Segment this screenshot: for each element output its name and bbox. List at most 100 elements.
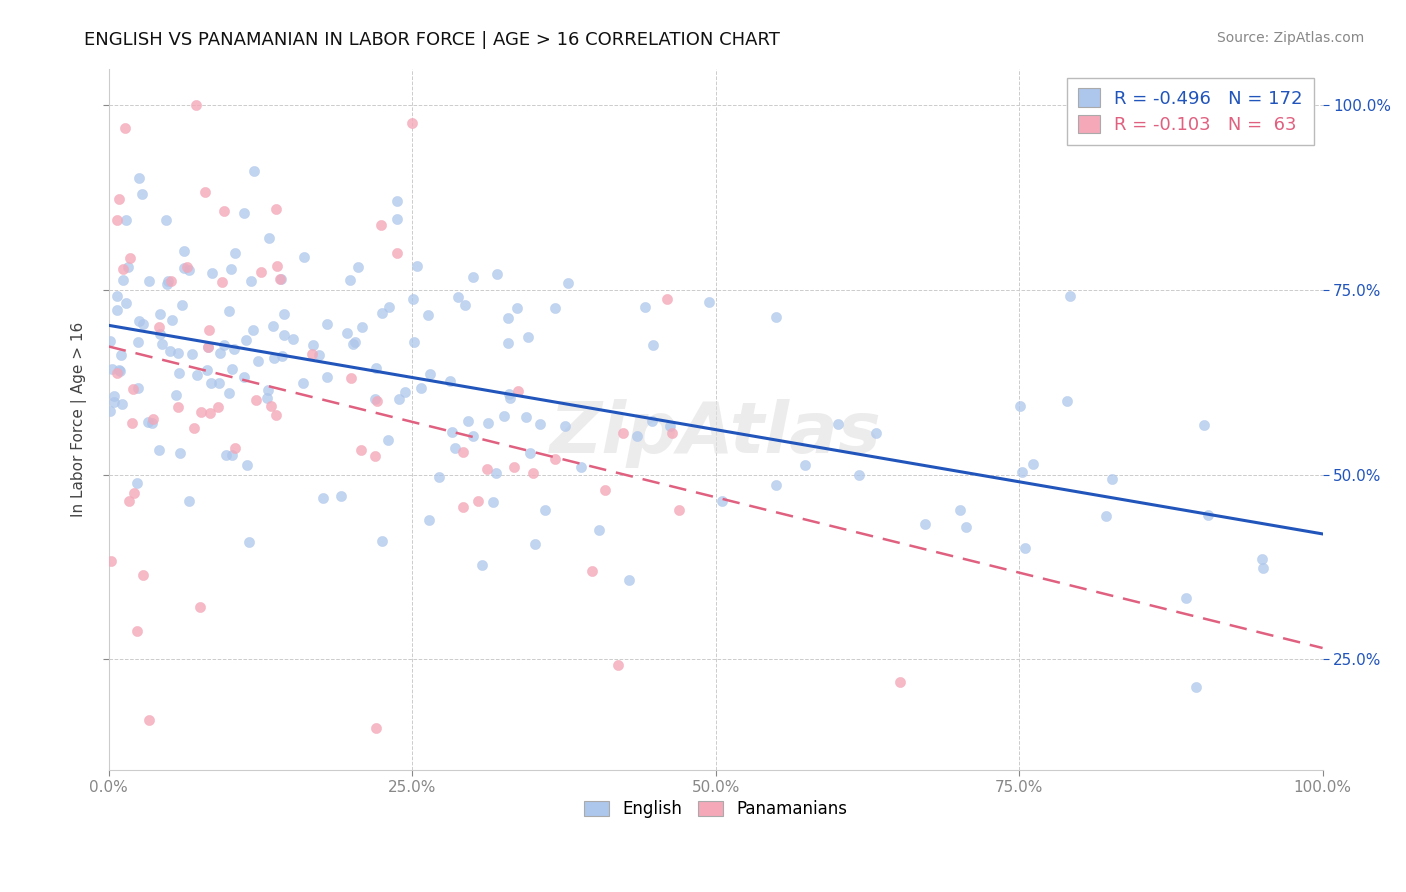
Point xyxy=(200,376,222,390)
Point xyxy=(292,250,315,264)
Point xyxy=(519,446,541,460)
Point xyxy=(207,401,229,415)
Point xyxy=(132,568,155,582)
Point xyxy=(112,262,135,277)
Point xyxy=(427,470,450,484)
Point xyxy=(1056,393,1078,408)
Point xyxy=(363,392,385,406)
Point xyxy=(371,305,394,319)
Point xyxy=(257,383,280,397)
Point xyxy=(711,493,734,508)
Point xyxy=(1101,472,1123,486)
Point xyxy=(440,425,463,439)
Point xyxy=(486,267,509,281)
Point xyxy=(125,476,148,491)
Point xyxy=(218,386,240,401)
Point xyxy=(201,266,224,280)
Point xyxy=(316,370,339,384)
Point xyxy=(340,371,363,385)
Point xyxy=(1194,418,1216,433)
Point xyxy=(215,448,238,462)
Point xyxy=(569,459,592,474)
Point xyxy=(127,624,149,639)
Point xyxy=(281,332,304,346)
Point xyxy=(212,203,235,218)
Point xyxy=(377,300,399,314)
Point xyxy=(169,446,191,460)
Point xyxy=(208,376,231,390)
Point xyxy=(634,300,657,314)
Point xyxy=(865,425,887,440)
Point xyxy=(949,503,972,517)
Point xyxy=(529,417,551,432)
Point xyxy=(181,347,204,361)
Point xyxy=(239,274,262,288)
Point xyxy=(292,376,315,391)
Point xyxy=(242,323,264,337)
Point xyxy=(103,389,125,403)
Point xyxy=(765,478,787,492)
Legend: English, Panamanians: English, Panamanians xyxy=(576,794,855,825)
Point xyxy=(406,259,429,273)
Point xyxy=(494,409,516,424)
Point xyxy=(765,310,787,325)
Point xyxy=(149,306,172,320)
Point xyxy=(136,415,159,429)
Point xyxy=(387,245,409,260)
Point xyxy=(235,458,257,472)
Point xyxy=(523,537,546,551)
Point xyxy=(233,370,256,384)
Point xyxy=(208,345,231,359)
Point xyxy=(108,364,131,378)
Point xyxy=(661,426,683,441)
Point xyxy=(482,494,505,508)
Point xyxy=(467,493,489,508)
Point xyxy=(148,442,170,457)
Point xyxy=(697,295,720,310)
Point xyxy=(173,260,195,275)
Point xyxy=(409,381,432,395)
Point xyxy=(401,293,423,307)
Point xyxy=(339,273,361,287)
Point xyxy=(160,274,183,288)
Point xyxy=(342,337,364,351)
Point xyxy=(98,334,121,348)
Point xyxy=(103,395,125,409)
Point xyxy=(366,721,388,735)
Point xyxy=(112,273,135,287)
Point xyxy=(377,433,399,447)
Point xyxy=(262,319,284,334)
Point xyxy=(194,185,217,199)
Point xyxy=(626,429,648,443)
Point xyxy=(118,493,141,508)
Point xyxy=(385,211,408,226)
Point xyxy=(1059,289,1081,303)
Point xyxy=(173,244,195,258)
Point xyxy=(346,260,368,275)
Point xyxy=(184,98,207,112)
Point xyxy=(496,335,519,350)
Point xyxy=(588,523,610,537)
Point xyxy=(118,251,141,265)
Point xyxy=(793,458,815,473)
Point xyxy=(105,303,128,318)
Point xyxy=(224,246,246,260)
Point xyxy=(315,317,337,331)
Point xyxy=(463,429,485,443)
Point xyxy=(195,363,218,377)
Point xyxy=(221,262,243,277)
Point xyxy=(659,419,682,434)
Y-axis label: In Labor Force | Age > 16: In Labor Force | Age > 16 xyxy=(72,322,87,516)
Point xyxy=(364,449,387,463)
Point xyxy=(451,500,474,515)
Point xyxy=(128,171,150,186)
Point xyxy=(534,503,557,517)
Point xyxy=(150,336,173,351)
Point xyxy=(350,443,373,458)
Point xyxy=(156,277,179,291)
Point xyxy=(271,350,294,364)
Point xyxy=(1014,541,1036,555)
Point xyxy=(197,323,219,337)
Point xyxy=(167,346,190,360)
Point xyxy=(156,274,179,288)
